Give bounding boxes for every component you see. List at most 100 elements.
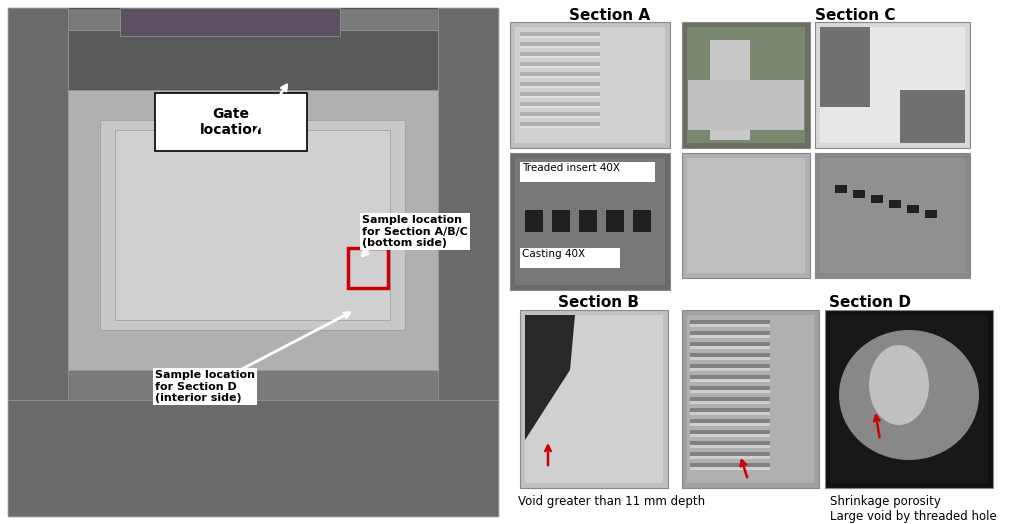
Bar: [690, 412, 770, 415]
Bar: [690, 445, 770, 448]
Bar: [690, 408, 770, 412]
Bar: [520, 310, 668, 488]
Bar: [510, 22, 670, 148]
Bar: [520, 46, 600, 48]
Text: Section C: Section C: [815, 8, 895, 23]
Bar: [690, 335, 770, 338]
Text: Sample location
for Section A/B/C
(bottom side): Sample location for Section A/B/C (botto…: [362, 215, 468, 248]
Bar: [690, 423, 770, 426]
Bar: [120, 8, 340, 36]
Bar: [68, 30, 438, 90]
Bar: [690, 430, 770, 434]
Text: Casting 40X: Casting 40X: [522, 249, 585, 259]
Bar: [690, 441, 770, 445]
Bar: [690, 467, 770, 470]
Text: Section B: Section B: [557, 295, 639, 310]
Bar: [520, 62, 600, 66]
Bar: [520, 122, 600, 126]
Bar: [520, 126, 600, 128]
Bar: [100, 120, 406, 330]
Bar: [690, 342, 770, 346]
Bar: [525, 315, 663, 483]
Polygon shape: [525, 315, 575, 440]
Bar: [520, 42, 600, 46]
Bar: [690, 368, 770, 371]
Bar: [606, 210, 624, 232]
Bar: [815, 153, 970, 278]
Bar: [907, 205, 919, 213]
Bar: [690, 390, 770, 393]
Bar: [690, 364, 770, 368]
Text: Section A: Section A: [569, 8, 650, 23]
Bar: [520, 116, 600, 118]
Bar: [579, 210, 597, 232]
Text: Treaded insert 40X: Treaded insert 40X: [522, 163, 620, 173]
Bar: [520, 102, 600, 106]
Text: Section D: Section D: [829, 295, 911, 310]
Bar: [682, 22, 810, 148]
Bar: [710, 40, 750, 140]
Bar: [820, 27, 965, 143]
Bar: [520, 56, 600, 58]
Bar: [690, 397, 770, 401]
Bar: [438, 8, 498, 400]
Bar: [820, 158, 965, 273]
Bar: [690, 324, 770, 327]
Bar: [690, 353, 770, 357]
Bar: [690, 401, 770, 404]
Bar: [520, 72, 600, 76]
Bar: [115, 130, 390, 320]
Bar: [690, 419, 770, 423]
Bar: [682, 310, 819, 488]
Bar: [688, 80, 804, 130]
Bar: [889, 200, 901, 208]
Bar: [925, 210, 937, 218]
Bar: [520, 106, 600, 108]
Text: Void greater than 11 mm depth: Void greater than 11 mm depth: [518, 495, 706, 508]
Ellipse shape: [839, 330, 979, 460]
Bar: [525, 210, 543, 232]
Bar: [520, 82, 600, 86]
Bar: [520, 66, 600, 68]
Bar: [690, 320, 770, 324]
Bar: [520, 76, 600, 78]
Bar: [687, 315, 814, 483]
Bar: [520, 248, 620, 268]
Bar: [900, 90, 965, 143]
Bar: [690, 379, 770, 382]
Bar: [520, 96, 600, 98]
Bar: [690, 463, 770, 467]
Bar: [520, 92, 600, 96]
Bar: [8, 8, 498, 516]
Bar: [690, 331, 770, 335]
Bar: [68, 30, 438, 370]
Bar: [520, 86, 600, 88]
Bar: [853, 190, 865, 198]
Bar: [687, 27, 805, 143]
Bar: [830, 315, 988, 483]
Bar: [690, 346, 770, 349]
Bar: [690, 434, 770, 437]
Bar: [871, 195, 883, 203]
Bar: [8, 8, 68, 400]
Bar: [815, 22, 970, 148]
Bar: [510, 153, 670, 290]
Bar: [520, 32, 600, 36]
Ellipse shape: [869, 345, 929, 425]
Bar: [820, 27, 870, 107]
Bar: [690, 357, 770, 360]
Bar: [690, 456, 770, 459]
Bar: [690, 375, 770, 379]
Text: Shrinkage porosity
Large void by threaded hole: Shrinkage porosity Large void by threade…: [830, 495, 996, 523]
Bar: [633, 210, 651, 232]
Bar: [520, 162, 655, 182]
Bar: [682, 153, 810, 278]
Bar: [687, 158, 805, 273]
Bar: [690, 452, 770, 456]
Bar: [8, 400, 498, 516]
Bar: [690, 386, 770, 390]
Text: Gate
location: Gate location: [200, 107, 262, 137]
Bar: [348, 248, 388, 288]
Bar: [520, 36, 600, 38]
Bar: [835, 185, 847, 193]
